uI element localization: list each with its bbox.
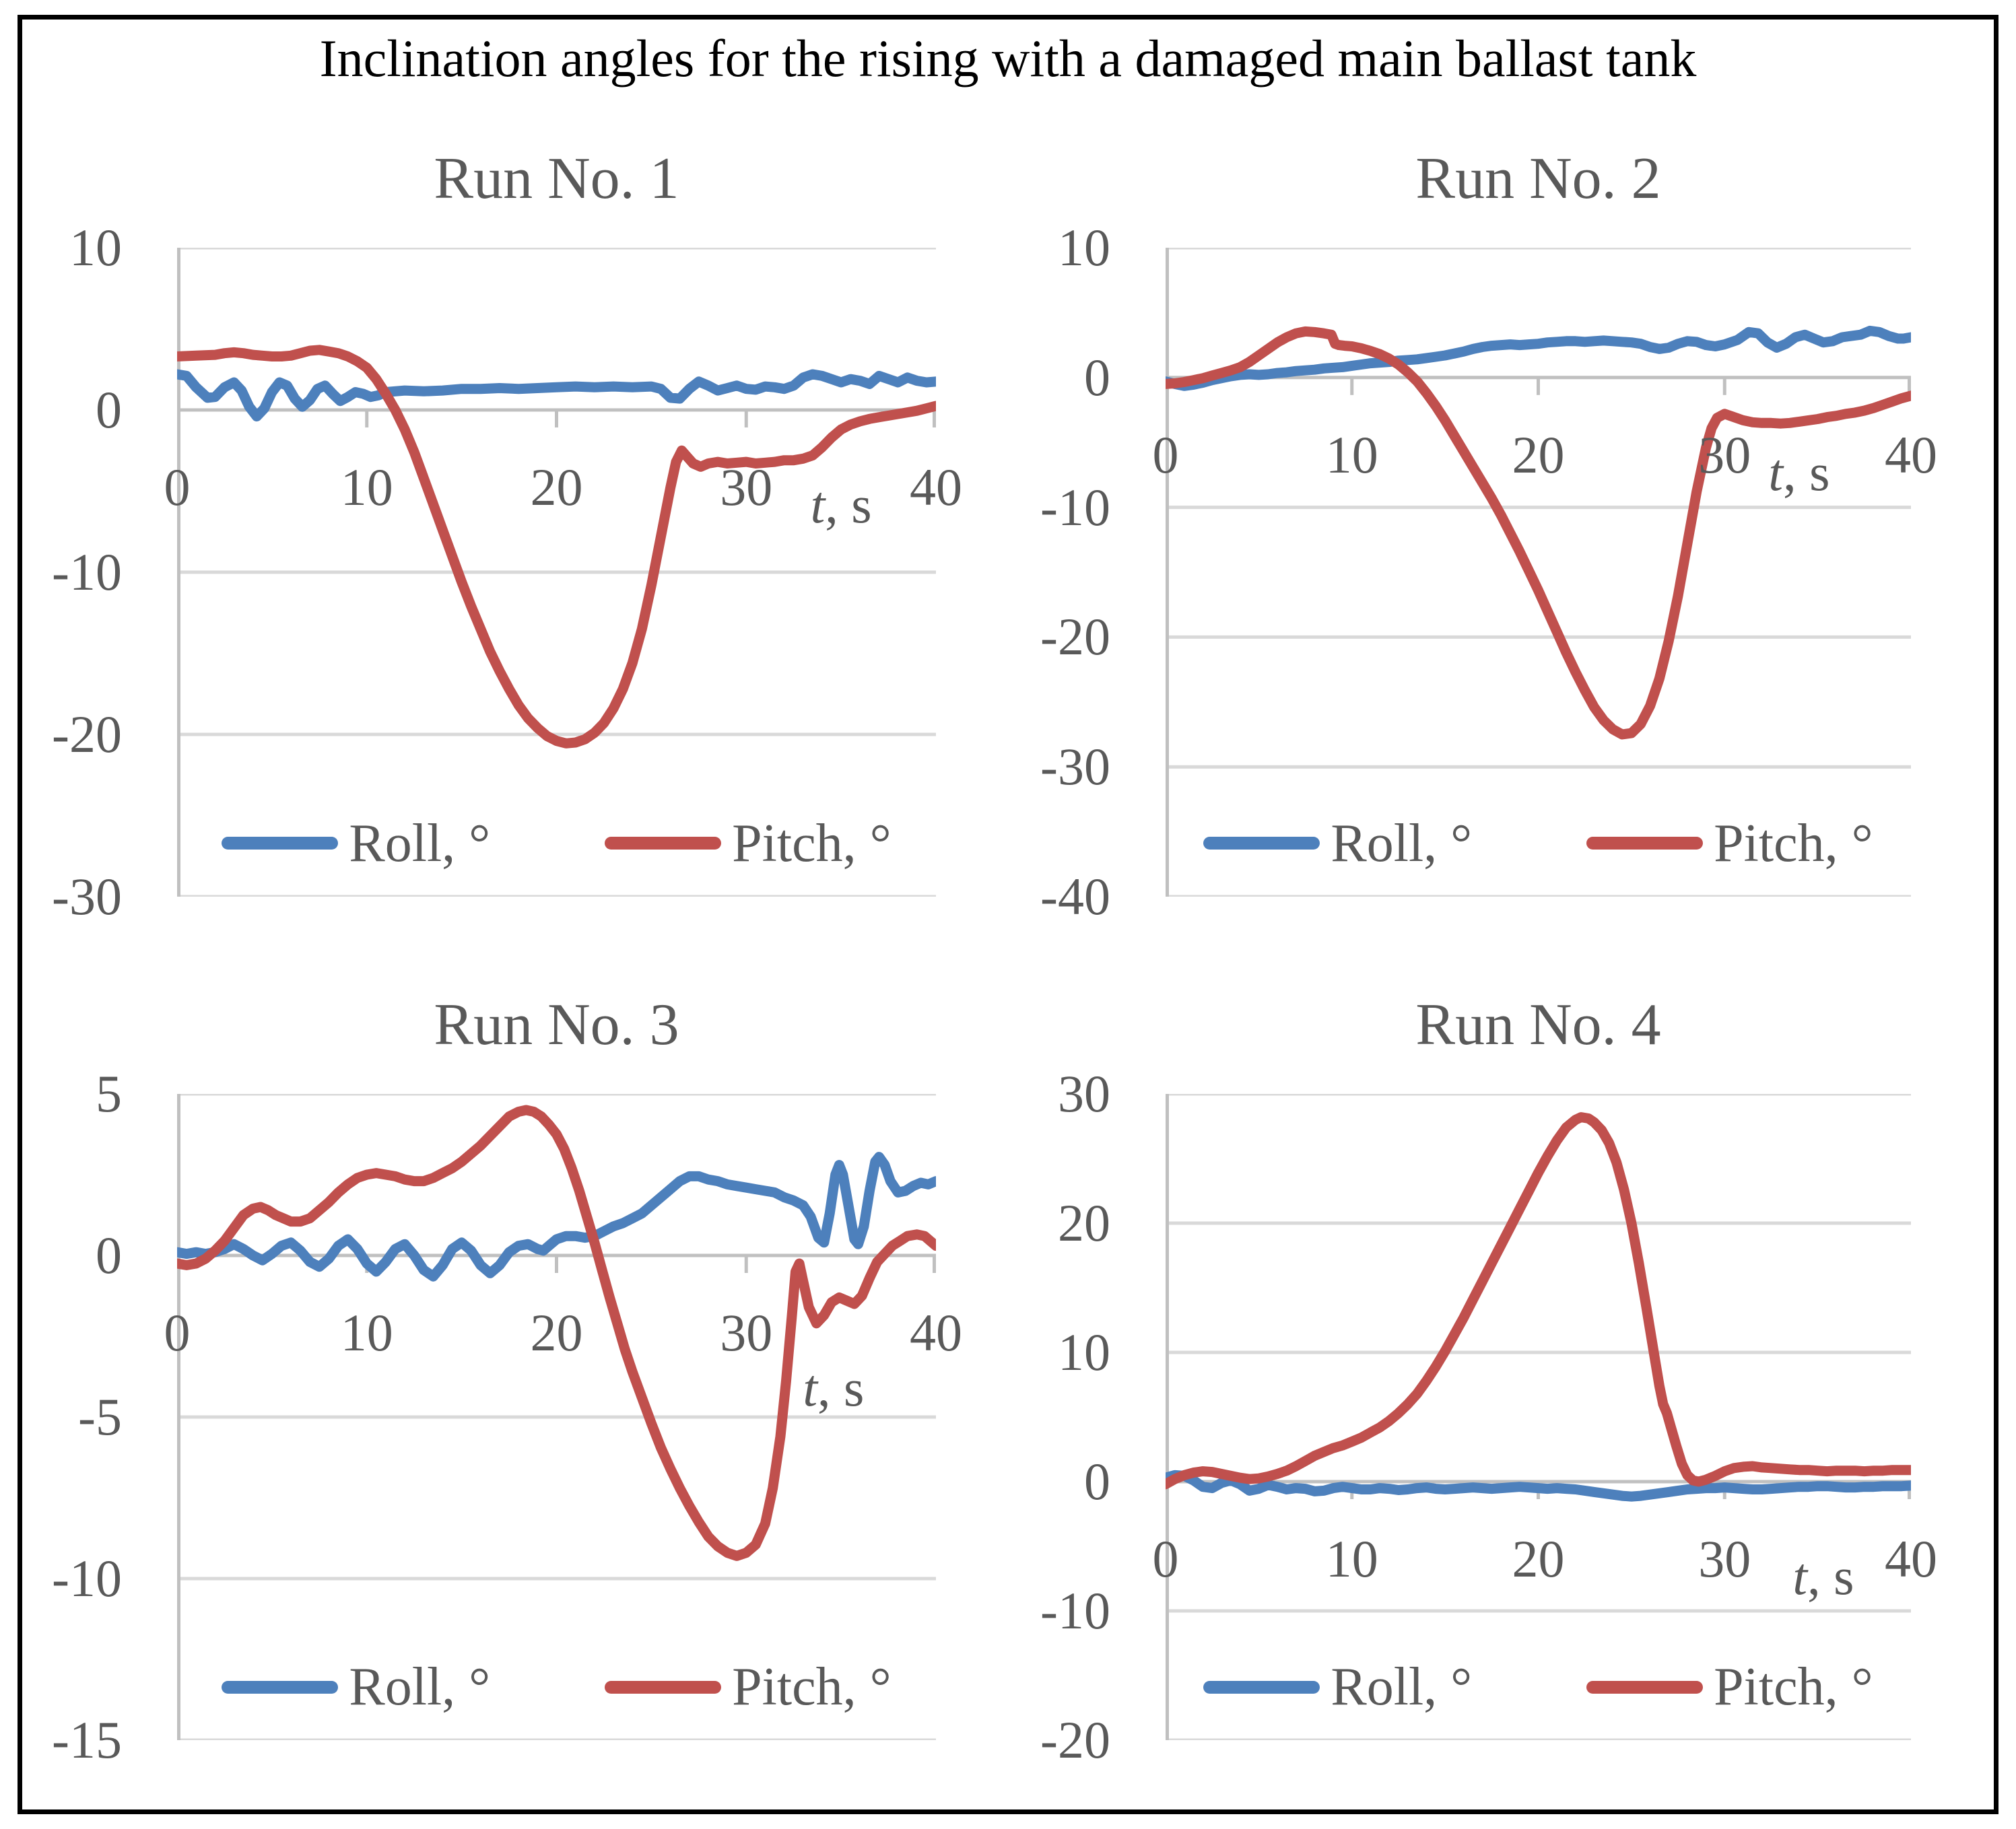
legend: Roll, ° Pitch, ° (1166, 1660, 1911, 1714)
x-tick-label: 20 (530, 1303, 583, 1362)
legend-item-pitch: Pitch, ° (1586, 817, 1873, 870)
plot-area (177, 248, 936, 897)
x-tick-label: 0 (1152, 1529, 1179, 1588)
legend-item-roll: Roll, ° (1203, 1660, 1472, 1714)
y-tick-label: 30 (1058, 1064, 1110, 1123)
legend-label: Roll, ° (1331, 1657, 1473, 1717)
roll-legend-swatch-icon (222, 837, 339, 850)
legend-item-roll: Roll, ° (222, 817, 490, 870)
roll-series-line (177, 369, 936, 422)
legend-label: Pitch, ° (1714, 1657, 1873, 1717)
legend-item-roll: Roll, ° (1203, 817, 1472, 870)
y-tick-label: 20 (1058, 1194, 1110, 1252)
x-axis-title: t, s (1768, 442, 1830, 502)
pitch-legend-swatch-icon (605, 837, 722, 850)
pitch-legend-swatch-icon (1586, 837, 1704, 850)
legend-label: Roll, ° (349, 1657, 491, 1717)
pitch-legend-swatch-icon (1586, 1680, 1704, 1694)
chart-run-4: Run No. 4 30 20 10 0 -10 -20 0 10 20 30 40 t, s Roll… (1040, 996, 1937, 1766)
pitch-legend-swatch-icon (605, 1680, 722, 1694)
y-tick-label: 0 (96, 380, 122, 439)
y-tick-label: -20 (1040, 607, 1110, 666)
x-tick-label: 10 (1325, 1529, 1378, 1588)
x-tick-label: 0 (164, 1303, 191, 1362)
roll-series-line (1166, 325, 1911, 391)
pitch-series-line (177, 345, 936, 749)
x-tick-label: 20 (1512, 425, 1565, 484)
x-tick-label: 40 (1885, 425, 1937, 484)
legend-item-pitch: Pitch, ° (1586, 1660, 1873, 1714)
y-tick-label: 10 (1058, 218, 1110, 277)
chart-run-3: Run No. 3 5 0 -5 -10 -15 0 10 20 30 40 t, s Roll, °… (52, 996, 962, 1766)
roll-series-line (1166, 1470, 1911, 1502)
chart-run-1: Run No. 1 10 0 -10 -20 -30 0 10 20 30 40 t, s Roll,… (52, 149, 962, 923)
y-tick-label: 0 (96, 1226, 122, 1284)
chart-run-2: Run No. 2 10 0 -10 -20 -30 -40 0 10 20 30 40 t, s Ro… (1040, 149, 1937, 923)
legend: Roll, ° Pitch, ° (1166, 817, 1911, 870)
roll-legend-swatch-icon (1203, 1680, 1320, 1694)
x-tick-label: 40 (910, 1303, 962, 1362)
x-tick-label: 0 (164, 458, 191, 516)
pitch-series-line (1166, 326, 1911, 740)
legend-label: Pitch, ° (1714, 813, 1873, 873)
x-tick-label: 30 (1698, 1529, 1751, 1588)
y-tick-label: 0 (1084, 347, 1110, 407)
chart-title: Run No. 2 (1415, 146, 1661, 211)
plot-area (1166, 1094, 1911, 1740)
x-axis-title: t, s (803, 1358, 865, 1417)
pitch-series-line (1166, 1112, 1911, 1490)
x-tick-label: 30 (1698, 425, 1751, 484)
x-tick-label: 20 (530, 458, 583, 516)
y-tick-label: -40 (1040, 867, 1110, 926)
chart-title: Run No. 1 (434, 146, 679, 211)
y-tick-label: 10 (1058, 1323, 1110, 1381)
y-tick-label: 10 (69, 218, 122, 277)
y-tick-label: -30 (52, 867, 122, 926)
figure-border (18, 15, 1998, 1814)
y-tick-label: -15 (52, 1711, 122, 1769)
x-axis-title: t, s (810, 475, 872, 534)
chart-title: Run No. 4 (1415, 992, 1661, 1058)
x-axis-title: t, s (1792, 1547, 1854, 1606)
x-tick-label: 40 (910, 458, 962, 516)
y-tick-label: -30 (1040, 737, 1110, 796)
x-tick-label: 30 (720, 458, 773, 516)
roll-legend-swatch-icon (1203, 837, 1320, 850)
y-tick-label: -10 (1040, 477, 1110, 537)
x-tick-label: 10 (340, 458, 393, 516)
chart-title: Run No. 3 (434, 992, 679, 1058)
legend: Roll, ° Pitch, ° (177, 1660, 936, 1714)
y-tick-label: -5 (78, 1387, 122, 1446)
legend-label: Pitch, ° (732, 813, 892, 873)
x-tick-label: 40 (1885, 1529, 1937, 1588)
x-tick-label: 10 (1325, 425, 1378, 484)
x-tick-label: 20 (1512, 1529, 1565, 1588)
y-tick-label: 5 (96, 1064, 122, 1123)
plot-area (1166, 248, 1911, 897)
legend-label: Roll, ° (349, 813, 491, 873)
y-tick-label: -10 (52, 543, 122, 601)
y-tick-label: -10 (1040, 1581, 1110, 1640)
legend-label: Roll, ° (1331, 813, 1473, 873)
y-tick-label: 0 (1084, 1452, 1110, 1511)
x-tick-label: 10 (340, 1303, 393, 1362)
roll-legend-swatch-icon (222, 1680, 339, 1694)
x-tick-label: 0 (1152, 425, 1179, 484)
legend-label: Pitch, ° (732, 1657, 892, 1717)
legend-item-roll: Roll, ° (222, 1660, 490, 1714)
figure-title: Inclination angles for the rising with a… (319, 29, 1697, 88)
y-tick-label: -10 (52, 1549, 122, 1608)
plot-area (177, 1094, 936, 1740)
legend-item-pitch: Pitch, ° (605, 1657, 892, 1717)
y-tick-label: -20 (1040, 1711, 1110, 1769)
y-tick-label: -20 (52, 705, 122, 763)
legend-item-pitch: Pitch, ° (605, 813, 892, 873)
x-tick-label: 30 (720, 1303, 773, 1362)
legend: Roll, ° Pitch, ° (177, 817, 936, 870)
pitch-series-line (177, 1105, 936, 1561)
